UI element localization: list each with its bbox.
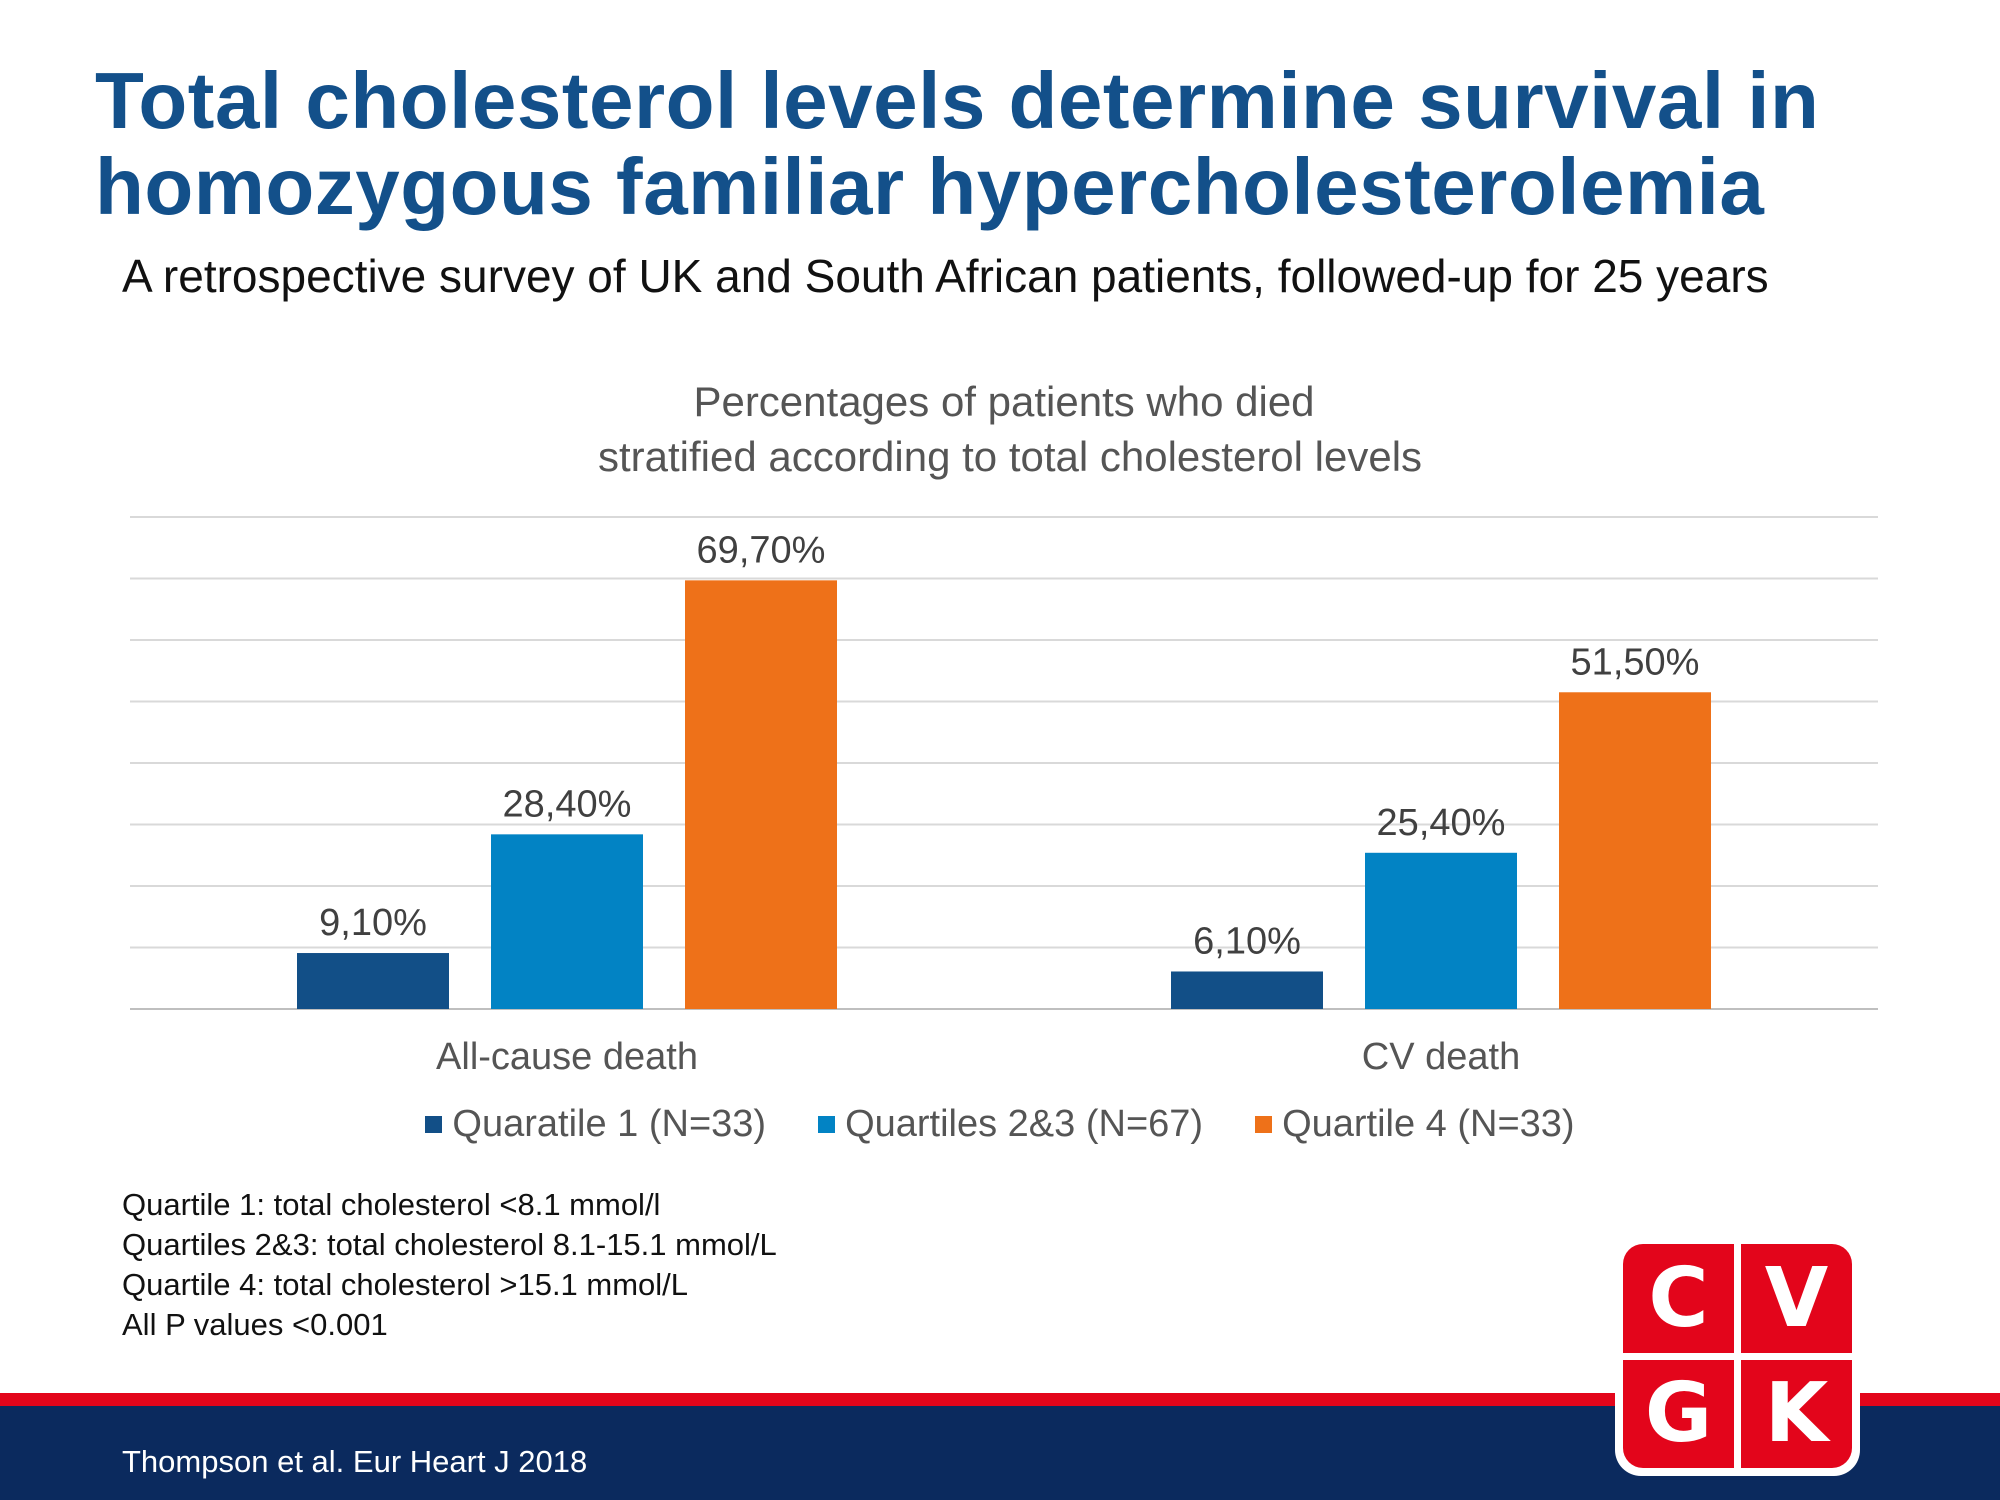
legend-swatch-quartiles-2-3 — [818, 1115, 836, 1133]
footer-red-band — [0, 1393, 2000, 1406]
category-label: CV death — [1362, 1036, 1520, 1078]
footnote-quartile-1: Quartile 1: total cholesterol <8.1 mmol/… — [122, 1187, 661, 1222]
slide-title-line-2: homozygous familiar hypercholesterolemia — [95, 142, 1765, 231]
chart-title-line-2: stratified according to total cholestero… — [597, 433, 1423, 480]
legend-label-quartiles-2-3: Quartiles 2&3 (N=67) — [845, 1103, 1204, 1145]
footnote-p-values: All P values <0.001 — [122, 1307, 388, 1342]
slide-title-line-1: Total cholesterol levels determine survi… — [95, 56, 1820, 145]
bar-2-1 — [1171, 971, 1323, 1009]
footnote-quartile-4: Quartile 4: total cholesterol >15.1 mmol… — [122, 1267, 689, 1302]
bar-1-2 — [491, 834, 643, 1009]
data-label: 6,10% — [1193, 920, 1301, 962]
cvgk-logo: C V G K — [1615, 1236, 1860, 1476]
chart-title-line-1: Percentages of patients who died — [693, 378, 1315, 425]
legend-item-quartile-1: Quaratile 1 (N=33) — [425, 1099, 766, 1149]
data-label: 51,50% — [1571, 641, 1700, 683]
bar-chart: 9,10% 28,40% 69,70% All-cause death 6,10% 25,… — [130, 516, 1878, 1078]
slide-title: Total cholesterol levels determine survi… — [95, 58, 1955, 230]
legend-label-quartile-4: Quartile 4 (N=33) — [1282, 1103, 1575, 1145]
category-label: All-cause death — [436, 1036, 698, 1078]
bar-1-3 — [685, 580, 837, 1009]
logo-letter-v: V — [1741, 1244, 1852, 1353]
data-label: 25,40% — [1377, 802, 1506, 844]
legend-label-quartile-1: Quaratile 1 (N=33) — [452, 1103, 767, 1145]
legend-item-quartiles-2-3: Quartiles 2&3 (N=67) — [818, 1099, 1203, 1149]
slide-subtitle: A retrospective survey of UK and South A… — [122, 250, 1769, 302]
legend-swatch-quartile-4 — [1255, 1115, 1273, 1133]
footnotes: Quartile 1: total cholesterol <8.1 mmol/… — [122, 1185, 777, 1345]
data-label: 28,40% — [503, 783, 632, 825]
bar-2-3 — [1559, 692, 1711, 1009]
data-label: 69,70% — [697, 529, 826, 571]
citation: Thompson et al. Eur Heart J 2018 — [122, 1444, 588, 1479]
logo-letter-g: G — [1623, 1359, 1734, 1468]
chart-legend: Quaratile 1 (N=33) Quartiles 2&3 (N=67) … — [0, 1099, 2000, 1149]
bar-2-2 — [1365, 852, 1517, 1009]
legend-swatch-quartile-1 — [425, 1115, 443, 1133]
logo-grid: C V G K — [1623, 1244, 1852, 1468]
legend-item-quartile-4: Quartile 4 (N=33) — [1255, 1099, 1575, 1149]
logo-letter-c: C — [1623, 1244, 1734, 1353]
data-label: 9,10% — [319, 902, 427, 944]
logo-letter-k: K — [1741, 1359, 1852, 1468]
bar-1-1 — [297, 953, 449, 1009]
footnote-quartiles-2-3: Quartiles 2&3: total cholesterol 8.1-15.… — [122, 1227, 777, 1262]
